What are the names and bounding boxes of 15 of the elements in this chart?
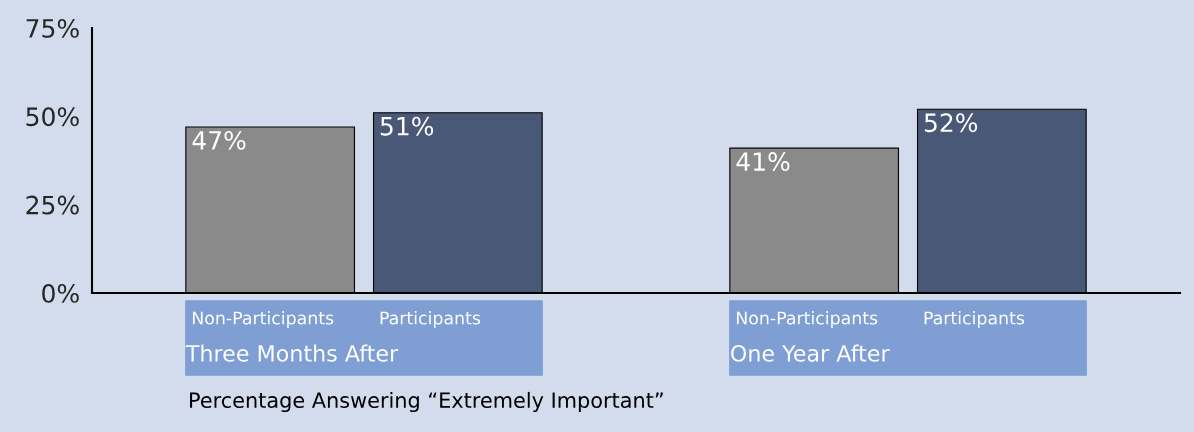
y-tick-label: 0% [42,283,79,303]
x-axis-title: Percentage Answering “Extremely Important” [190,391,663,413]
y-tick-label: 50% [26,107,79,127]
text: Participants [924,311,1025,328]
data-label: 52% [924,113,978,133]
series-label: Non-Participants [192,311,334,328]
text: Non-Participants [736,311,878,328]
data-label: 47% [192,130,246,150]
x-tick-label: One Year After [731,344,890,362]
data-label: 41% [736,152,790,172]
y-tick-label: 75% [26,18,79,38]
y-tick-label: 25% [26,195,79,215]
data-label: 51% [380,116,434,136]
series-label: Participants [380,311,481,328]
x-tick-label: Three Months After [185,344,399,362]
